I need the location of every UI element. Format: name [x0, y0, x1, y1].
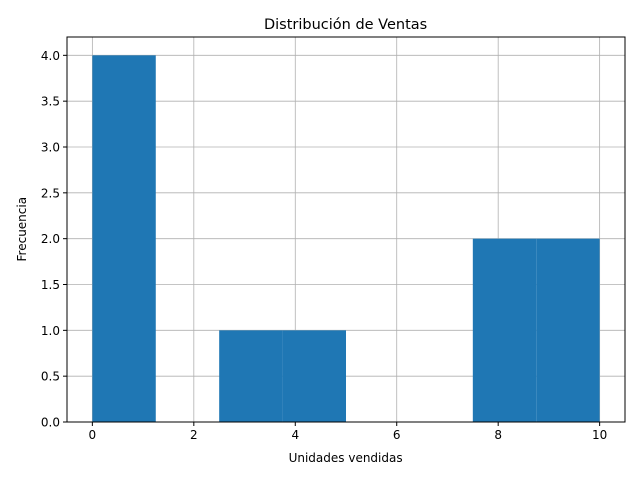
chart-title: Distribución de Ventas — [264, 17, 427, 33]
x-tick-label: 6 — [393, 428, 401, 442]
x-tick-label: 0 — [89, 428, 97, 442]
x-tick-label: 8 — [494, 428, 502, 442]
histogram-bar — [536, 238, 600, 422]
histogram-bar — [472, 238, 537, 422]
y-tick-label: 0.0 — [41, 416, 60, 430]
y-tick-label: 3.0 — [41, 141, 60, 155]
histogram-bar — [219, 330, 283, 422]
x-tick-label: 10 — [592, 428, 607, 442]
y-axis-label: Frecuencia — [15, 197, 29, 262]
ticks-layer: 0 2 4 6 8 10 0.0 0.5 1.0 1.5 2.0 2.5 3.0 3.5 4.0 — [41, 49, 607, 442]
y-tick-label: 4.0 — [41, 49, 60, 63]
y-tick-label: 0.5 — [41, 370, 60, 384]
y-tick-label: 2.0 — [41, 232, 60, 246]
bars-layer — [92, 55, 600, 422]
y-tick-label: 1.0 — [41, 324, 60, 338]
x-tick-label: 4 — [291, 428, 299, 442]
histogram-bar — [92, 55, 156, 422]
x-tick-label: 2 — [190, 428, 198, 442]
y-tick-label: 3.5 — [41, 95, 60, 109]
y-tick-label: 1.5 — [41, 278, 60, 292]
x-axis-label: Unidades vendidas — [289, 451, 403, 465]
y-tick-label: 2.5 — [41, 186, 60, 200]
axes-frame — [66, 36, 626, 423]
histogram-bar — [282, 330, 346, 422]
